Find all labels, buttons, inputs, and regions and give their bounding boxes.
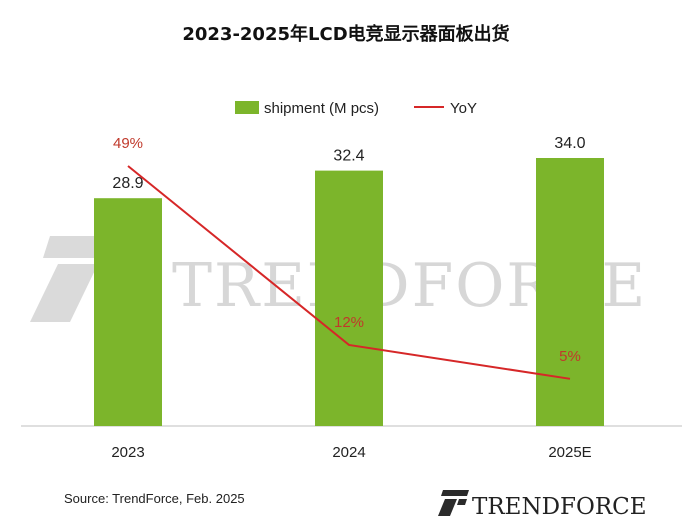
- x-tick-labels-group: 2023 2024 2025E: [111, 444, 591, 461]
- yoy-label-2024: 12%: [334, 314, 364, 331]
- trendforce-logo-icon: [438, 490, 469, 516]
- yoy-line: [127, 165, 571, 380]
- trendforce-logo: TRENDFORCE: [438, 490, 647, 520]
- legend-label-shipment: shipment (M pcs): [264, 100, 379, 117]
- legend-label-yoy: YoY: [450, 100, 477, 117]
- legend: shipment (M pcs) YoY: [235, 100, 477, 117]
- bar-2023: [94, 198, 162, 426]
- x-tick-2025E: 2025E: [548, 444, 591, 461]
- yoy-label-2025E: 5%: [559, 348, 581, 365]
- bar-value-label-2024: 32.4: [333, 148, 364, 165]
- x-tick-2024: 2024: [332, 444, 365, 461]
- logo-text: TRENDFORCE: [472, 494, 647, 520]
- bar-2024: [315, 170, 383, 426]
- bar-value-label-2025E: 34.0: [554, 135, 585, 152]
- source-text: Source: TrendForce, Feb. 2025: [64, 491, 245, 506]
- chart-title: 2023-2025年LCD电竞显示器面板出货: [182, 23, 509, 45]
- bar-2025E: [536, 158, 604, 426]
- bar-value-label-2023: 28.9: [112, 175, 143, 192]
- x-tick-2023: 2023: [111, 444, 144, 461]
- bar-labels-group: 28.9 32.4 34.0: [112, 135, 585, 192]
- yoy-labels-group: 49% 12% 5%: [113, 135, 581, 365]
- yoy-label-2023: 49%: [113, 135, 143, 152]
- bars-group: [94, 158, 604, 426]
- legend-swatch-shipment: [235, 101, 259, 114]
